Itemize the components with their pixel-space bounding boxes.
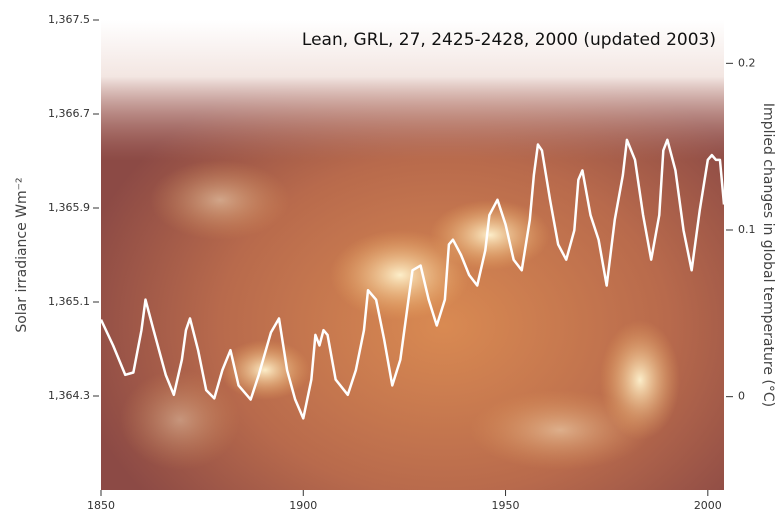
y2-axis-label: Implied changes in global temperature (°… [760,103,776,407]
x-tick-label: 1950 [492,499,520,512]
background-image [101,20,724,490]
data-line [99,138,726,420]
x-tick-label: 2000 [694,499,722,512]
y-tick-label: 1,366.7 [48,107,90,120]
y2-tick-label: 0 [738,390,745,403]
y-tick-label: 1,365.9 [48,201,90,214]
y-tick-label: 1,364.3 [48,389,90,402]
x-tick-label: 1900 [289,499,317,512]
y-axis-label: Solar irradiance Wm⁻² [14,177,30,332]
y2-tick-label: 0.1 [738,223,756,236]
y-tick-label: 1,367.5 [48,13,90,26]
y2-tick-label: 0.2 [738,56,756,69]
annotation: Lean, GRL, 27, 2425-2428, 2000 (updated … [302,30,716,50]
y-tick-label: 1,365.1 [48,295,90,308]
x-tick-label: 1850 [87,499,115,512]
